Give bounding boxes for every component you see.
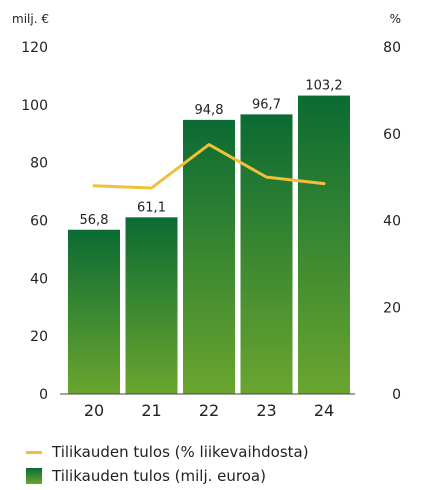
legend: Tilikauden tulos (% liikevaihdosta) Tili… [26,440,309,488]
bar-value-label: 94,8 [195,103,224,118]
bar [68,229,120,394]
left-tick-label: 60 [30,214,48,230]
left-tick-label: 100 [21,98,48,114]
left-tick-label: 20 [30,329,48,345]
legend-item-line: Tilikauden tulos (% liikevaihdosta) [26,440,309,464]
legend-line-label: Tilikauden tulos (% liikevaihdosta) [52,443,309,461]
x-tick-label: 24 [314,401,334,420]
bar [125,217,178,394]
right-tick-label: 60 [383,127,401,143]
left-axis-unit: milj. € [12,12,49,26]
right-tick-label: 20 [383,300,401,316]
bar [240,114,293,395]
left-tick-label: 120 [21,40,48,56]
left-axis: 0 20 40 60 80 100 120 [21,40,48,403]
legend-item-bar: Tilikauden tulos (milj. euroa) [26,464,309,488]
bar [183,119,235,395]
x-axis: 20 21 22 23 24 [84,401,334,420]
chart: milj. € % 0 20 40 60 80 100 120 0 20 40 60 80 56,8… [12,12,401,420]
bar-value-label: 103,2 [305,79,342,94]
bar-value-label: 61,1 [137,200,166,215]
bar [298,95,350,394]
right-tick-label: 0 [392,387,401,403]
x-tick-label: 23 [256,401,276,420]
right-axis-unit: % [390,12,401,26]
bar-value-label: 56,8 [80,213,109,228]
right-tick-label: 40 [383,214,401,230]
legend-bar-swatch [26,468,42,484]
left-tick-label: 80 [30,156,48,172]
legend-bar-label: Tilikauden tulos (milj. euroa) [52,467,266,485]
percent-line [92,143,326,190]
x-tick-label: 20 [84,401,104,420]
right-axis: 0 20 40 60 80 [383,40,401,403]
left-tick-label: 0 [39,387,48,403]
right-tick-label: 80 [383,40,401,56]
legend-line-swatch [26,450,42,454]
left-tick-label: 40 [30,271,48,287]
bar-value-labels: 56,8 61,1 94,8 96,7 103,2 [80,79,343,228]
x-tick-label: 21 [141,401,161,420]
x-tick-label: 22 [199,401,219,420]
bar-value-label: 96,7 [252,97,281,112]
bar-series [68,95,350,395]
